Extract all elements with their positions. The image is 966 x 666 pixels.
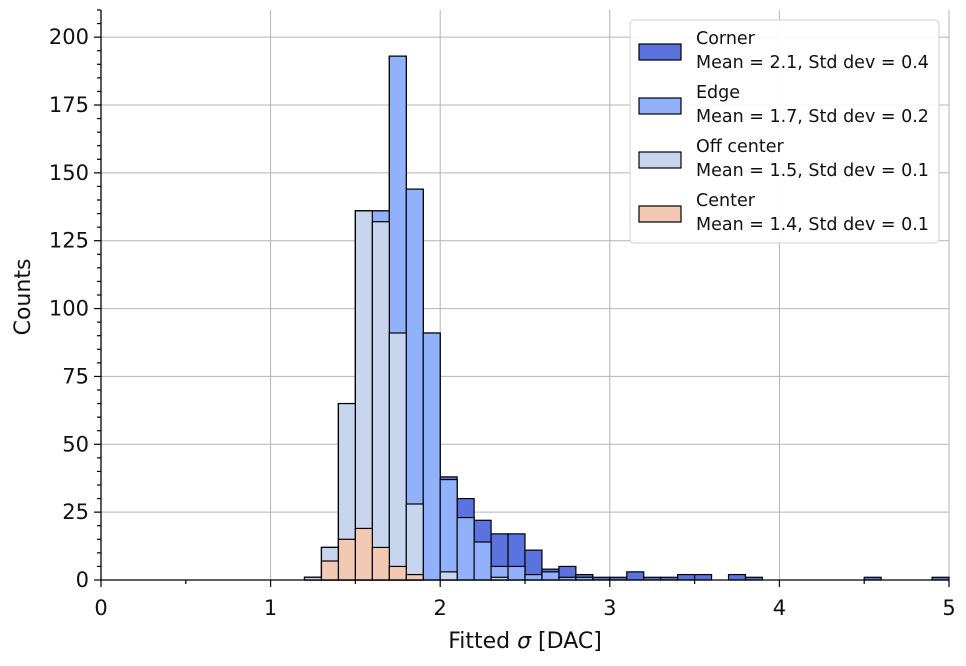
x-axis-title: Fitted σ [DAC] [448, 629, 602, 654]
y-tick-label: 100 [49, 297, 89, 321]
off-center-bar [405, 503, 424, 581]
center-bar [337, 538, 357, 581]
legend-swatch [638, 43, 682, 61]
edge-bar [524, 573, 543, 581]
legend-stats: Mean = 1.7, Std dev = 0.2 [696, 107, 929, 127]
edge-bar [439, 478, 458, 581]
y-tick-label: 25 [62, 500, 89, 524]
legend-label: Center [696, 191, 756, 211]
x-axis-title-symbol: σ [517, 629, 532, 654]
corner-bar [626, 571, 645, 581]
y-tick-label: 125 [49, 229, 89, 253]
legend-swatch [638, 205, 682, 223]
corner-bar [727, 573, 747, 581]
legend-swatch [638, 151, 682, 169]
edge-bar [456, 516, 475, 581]
edge-bar [473, 541, 492, 581]
y-tick-label: 175 [49, 93, 89, 117]
legend-stats: Mean = 1.5, Std dev = 0.1 [696, 161, 929, 181]
center-bar [320, 560, 340, 581]
x-tick-label: 4 [773, 596, 786, 620]
legend-label: Off center [696, 137, 785, 157]
off-center-bar [388, 332, 407, 581]
legend-label: Edge [696, 83, 740, 103]
x-tick-label: 3 [603, 596, 616, 620]
y-tick-label: 50 [62, 432, 89, 456]
y-tick-label: 0 [76, 568, 89, 592]
off-center-bar [371, 221, 390, 581]
x-tick-label: 1 [264, 596, 277, 620]
legend-swatch [638, 97, 682, 115]
x-axis-title-prefix: Fitted [448, 629, 517, 654]
legend-stats: Mean = 1.4, Std dev = 0.1 [696, 215, 929, 235]
edge-bar [507, 565, 526, 581]
center-bar [388, 565, 407, 581]
legend-stats: Mean = 2.1, Std dev = 0.4 [696, 53, 929, 73]
y-axis-title: Counts [11, 259, 36, 336]
x-axis-title-suffix: [DAC] [531, 629, 602, 654]
corner-bar [693, 573, 713, 581]
edge-bar [541, 571, 560, 581]
legend-label: Corner [696, 29, 756, 49]
edge-bar [422, 332, 441, 581]
y-tick-label: 150 [49, 161, 89, 185]
center-bar [405, 573, 424, 581]
y-tick-label: 200 [49, 25, 89, 49]
histogram-bars [303, 55, 950, 581]
legend-box [629, 19, 940, 244]
x-tick-label: 0 [94, 596, 107, 620]
off-center-bar [439, 571, 458, 581]
legend: Corner Mean = 2.1, Std dev = 0.4 Edge Mean … [629, 19, 940, 244]
x-tick-label: 2 [434, 596, 447, 620]
y-tick-label: 75 [62, 364, 89, 388]
corner-bar [677, 573, 696, 581]
off-center-bar [354, 210, 373, 581]
center-bar [371, 546, 390, 581]
center-bar [354, 527, 373, 581]
x-tick-label: 5 [942, 596, 955, 620]
